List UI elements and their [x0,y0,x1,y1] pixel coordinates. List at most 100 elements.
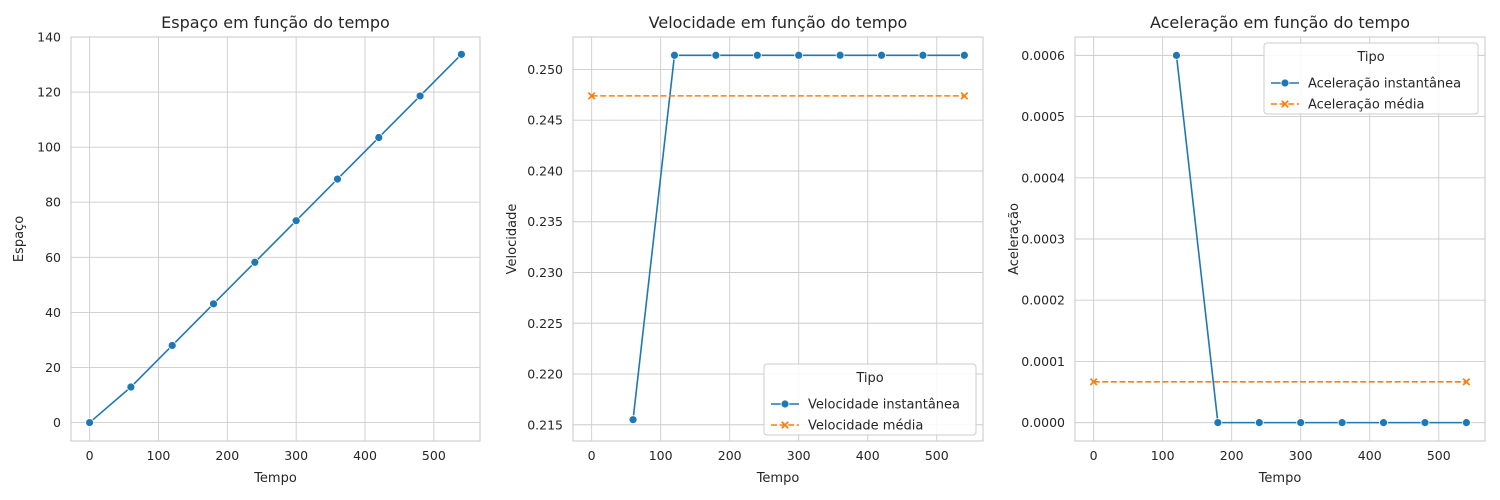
data-point [167,341,177,350]
x-tick-label: 200 [1220,448,1244,463]
data-point [670,50,679,60]
y-tick-label: 60 [45,250,61,265]
series-line [89,53,462,424]
legend-title: Tipo [855,371,883,386]
data-point [959,50,969,60]
data-point [960,92,969,100]
legend-entry: Aceleração instantânea [1308,77,1461,92]
series-1 [1172,50,1471,428]
y-axis-label: Velocidade [505,204,520,275]
legend-box [1263,42,1479,115]
x-axis-label: Tempo [253,471,297,486]
x-axis-label: Tempo [1258,471,1302,486]
data-point [1420,418,1430,428]
data-point [628,415,638,425]
x-marker-stroke [781,421,789,429]
x-tick-label: 100 [1151,448,1175,463]
data-point [918,50,928,60]
plot-frame [70,36,481,442]
data-point [415,91,425,101]
y-tick-label: 0.245 [527,113,563,128]
y-tick-label: 20 [45,360,61,375]
y-tick-label: 0.0004 [1021,170,1065,185]
x-tick-label: 300 [1289,448,1313,463]
data-point [374,133,384,142]
legend-marker [1281,100,1289,108]
legend-marker [781,421,789,429]
series-1 [85,49,466,427]
legend-entry: Velocidade média [808,419,923,434]
plot-frame [1074,36,1486,442]
series-line [1175,55,1467,424]
series-1 [628,50,969,425]
data-point [1254,418,1264,428]
x-tick-label: 300 [284,448,308,463]
x-tick-label: 100 [147,448,171,463]
legend-marker [780,399,790,409]
y-tick-label: 0.230 [527,265,563,280]
data-point [1462,377,1471,386]
data-point [1379,418,1388,428]
x-marker-stroke [960,92,969,100]
y-tick-label: 0.225 [527,316,563,331]
x-axis-label: Tempo [756,471,800,486]
data-point [835,50,845,60]
legend-entry: Velocidade instantânea [808,398,960,413]
y-tick-label: 0.0002 [1021,293,1065,308]
legend-entry: Aceleração média [1308,98,1424,113]
y-tick-label: 0.0006 [1021,48,1065,63]
chart-3: 0 100 200 300 400 500 0.0000 0.0001 0.0002 0.0003… [1007,13,1486,486]
legend: Tipo Aceleração instantânea Aceleração méd… [1263,42,1479,115]
chart-1: 0 100 200 300 400 500 0 20 40 60 80 100 120 140 Espaço… [12,13,481,486]
x-marker-stroke [1281,100,1289,108]
data-point [250,257,260,267]
y-tick-label: 100 [37,140,61,155]
data-point [85,418,94,427]
y-tick-label: 0.0000 [1021,415,1065,430]
data-point [291,216,301,226]
x-tick-label: 500 [1427,448,1451,463]
data-point [1296,418,1306,428]
y-tick-label: 0.240 [527,163,563,178]
x-tick-label: 400 [1358,448,1382,463]
x-tick-label: 400 [353,448,377,463]
x-tick-label: 0 [588,448,596,463]
chart-title: Aceleração em função do tempo [1150,13,1410,32]
data-point [877,50,886,60]
x-marker-stroke [1089,377,1098,386]
legend-title: Tipo [1356,50,1384,65]
x-tick-label: 500 [422,448,446,463]
x-tick-label: 500 [925,448,949,463]
chart-2: 0 100 200 300 400 500 0.215 0.220 0.225 0.230 0.23… [505,13,984,486]
legend: Tipo Velocidade instantânea Velocidade méd… [763,363,977,436]
data-point [457,49,466,59]
y-tick-label: 0 [53,415,61,430]
data-point [1172,50,1181,60]
legend-box [763,363,977,436]
y-tick-label: 80 [45,195,61,210]
x-tick-label: 300 [787,448,811,463]
x-tick-label: 0 [1090,448,1098,463]
x-tick-label: 200 [215,448,239,463]
data-point [209,299,218,309]
plot-frame [572,36,984,442]
series-2 [587,92,969,100]
y-axis-label: Aceleração [1007,203,1022,275]
series-2 [1089,377,1471,386]
legend-marker [1280,78,1290,88]
y-tick-label: 0.220 [527,367,563,382]
data-point [126,382,136,392]
data-point [1461,418,1471,428]
data-point [1213,418,1223,428]
chart-title: Velocidade em função do tempo [649,13,908,32]
x-tick-label: 0 [86,448,94,463]
y-tick-label: 120 [37,85,61,100]
y-tick-label: 0.0001 [1021,354,1065,369]
data-point [333,174,342,184]
y-tick-label: 0.215 [527,417,563,432]
data-point [794,50,804,60]
x-tick-label: 200 [718,448,742,463]
data-point [711,50,721,60]
x-tick-label: 100 [649,448,673,463]
